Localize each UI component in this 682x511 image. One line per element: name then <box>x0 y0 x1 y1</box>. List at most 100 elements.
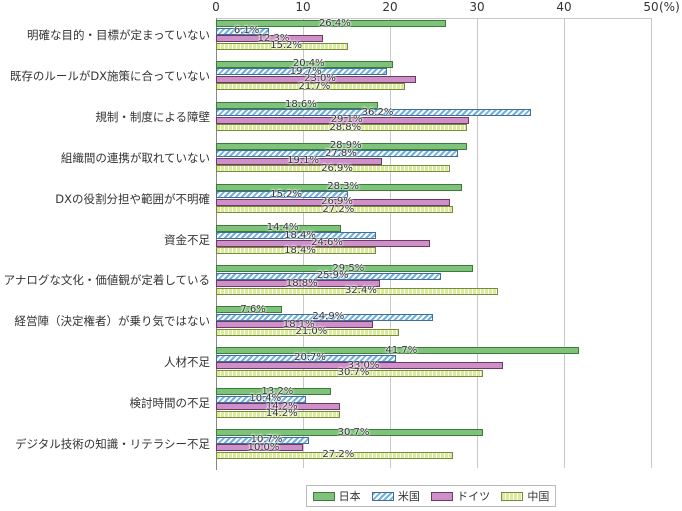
bar-china <box>216 124 467 132</box>
bar-china <box>216 410 340 418</box>
bar-germany <box>216 362 504 370</box>
value-label: 15.2% <box>270 40 302 51</box>
bar-china <box>216 369 484 377</box>
value-label: 7.6% <box>240 303 266 315</box>
value-label: 10.7% <box>250 434 283 445</box>
value-label: 24.9% <box>312 311 345 323</box>
value-label: 36.2% <box>361 106 394 118</box>
category-label: 組織間の連携が取れていない <box>60 150 210 165</box>
category-label: 明確な目的・目標が定まっていない <box>27 28 210 42</box>
bar-japan <box>216 20 446 27</box>
bar-china <box>216 247 377 254</box>
value-label: 28.8% <box>329 121 362 133</box>
value-label: 14.2% <box>265 400 298 412</box>
category-label: アナログな文化・価値観が定着している <box>3 273 210 288</box>
bar-china <box>216 287 498 295</box>
bar-germany <box>216 157 383 165</box>
legend-swatch-icon <box>371 491 394 501</box>
x-tick-label: 30 <box>469 0 485 14</box>
value-label: 12.3% <box>257 32 290 44</box>
bar-usa <box>216 191 349 199</box>
bar-japan <box>216 101 378 109</box>
legend-label: 日本 <box>338 490 361 503</box>
value-label: 41.7% <box>385 344 418 356</box>
value-label: 25.9% <box>316 270 349 282</box>
value-label: 18.6% <box>285 99 317 111</box>
category-label: デジタル技術の知識・リテラシー不足 <box>14 437 210 451</box>
value-label: 14.4% <box>266 222 299 233</box>
value-label: 28.3% <box>327 181 359 193</box>
unit-label: (%) <box>659 0 680 14</box>
bar-usa <box>216 232 377 239</box>
bar-germany <box>216 75 417 83</box>
plot-frame-top <box>216 18 651 19</box>
bar-japan <box>216 60 394 68</box>
value-label: 19.7% <box>289 65 322 77</box>
bar-usa <box>216 436 310 444</box>
bar-germany <box>216 116 470 124</box>
gridline <box>564 18 565 468</box>
legend-item-germany: ドイツ <box>431 488 490 504</box>
category-label: 人材不足 <box>164 355 210 370</box>
bar-germany <box>216 280 380 288</box>
legend-swatch-icon <box>501 491 524 501</box>
value-label: 26.9% <box>321 196 353 208</box>
value-label: 19.1% <box>287 155 319 167</box>
value-label: 20.7% <box>294 352 326 364</box>
value-label: 10.0% <box>247 441 280 453</box>
category-label: 資金不足 <box>164 232 210 247</box>
value-label: 28.9% <box>329 140 362 152</box>
value-label: 24.6% <box>311 237 343 248</box>
category-label: 経営陣（決定権者）が乗り気ではない <box>14 314 211 329</box>
category-label: 既存のルールがDX施策に合っていない <box>9 68 210 83</box>
value-label: 15.2% <box>270 188 302 200</box>
value-label: 18.4% <box>284 229 316 241</box>
value-label: 26.9% <box>321 162 353 174</box>
bar-germany <box>216 403 340 411</box>
bar-china <box>216 83 405 91</box>
bar-germany <box>216 35 323 42</box>
value-label: 32.4% <box>345 285 377 297</box>
value-label: 27.8% <box>325 147 357 159</box>
legend: 日本 米国 ドイツ 中国 <box>306 485 556 507</box>
value-label: 13.2% <box>261 385 294 397</box>
bar-japan <box>216 224 342 232</box>
x-tick-label: 40 <box>556 0 572 14</box>
gridline <box>651 18 652 468</box>
bar-usa <box>216 27 270 35</box>
bar-japan <box>216 429 484 436</box>
value-label: 18.1% <box>282 318 315 330</box>
value-label: 27.2% <box>322 203 355 215</box>
bar-germany <box>216 239 431 247</box>
legend-label: 中国 <box>527 490 550 503</box>
bar-usa <box>216 354 397 362</box>
legend-label: ドイツ <box>457 490 491 503</box>
x-tick-label: 20 <box>382 0 398 14</box>
bar-china <box>216 42 349 50</box>
legend-item-japan: 日本 <box>312 488 361 504</box>
bar-china <box>216 165 451 173</box>
value-label: 23.0% <box>304 73 336 85</box>
bar-usa <box>216 272 442 280</box>
value-label: 6.1% <box>233 25 260 36</box>
legend-item-usa: 米国 <box>371 488 420 504</box>
bar-usa <box>216 395 307 403</box>
value-label: 18.4% <box>284 244 316 256</box>
value-label: 29.5% <box>332 262 365 274</box>
value-label: 30.7% <box>337 367 370 379</box>
legend-item-china: 中国 <box>501 488 549 504</box>
category-label: DXの役割分担や範囲が不明確 <box>55 191 210 206</box>
category-label: 検討時間の不足 <box>129 396 211 411</box>
bar-japan <box>216 265 473 273</box>
bar-japan <box>216 142 468 150</box>
legend-swatch-icon <box>312 491 335 501</box>
x-tick-label: 50 <box>643 0 659 14</box>
x-tick-label: 10 <box>295 0 311 14</box>
bar-china <box>216 206 453 214</box>
x-tick-label: 0 <box>212 0 220 14</box>
gridline <box>477 18 478 468</box>
value-label: 29.1% <box>330 114 363 126</box>
bar-japan <box>216 306 283 314</box>
value-label: 21.7% <box>298 80 331 92</box>
